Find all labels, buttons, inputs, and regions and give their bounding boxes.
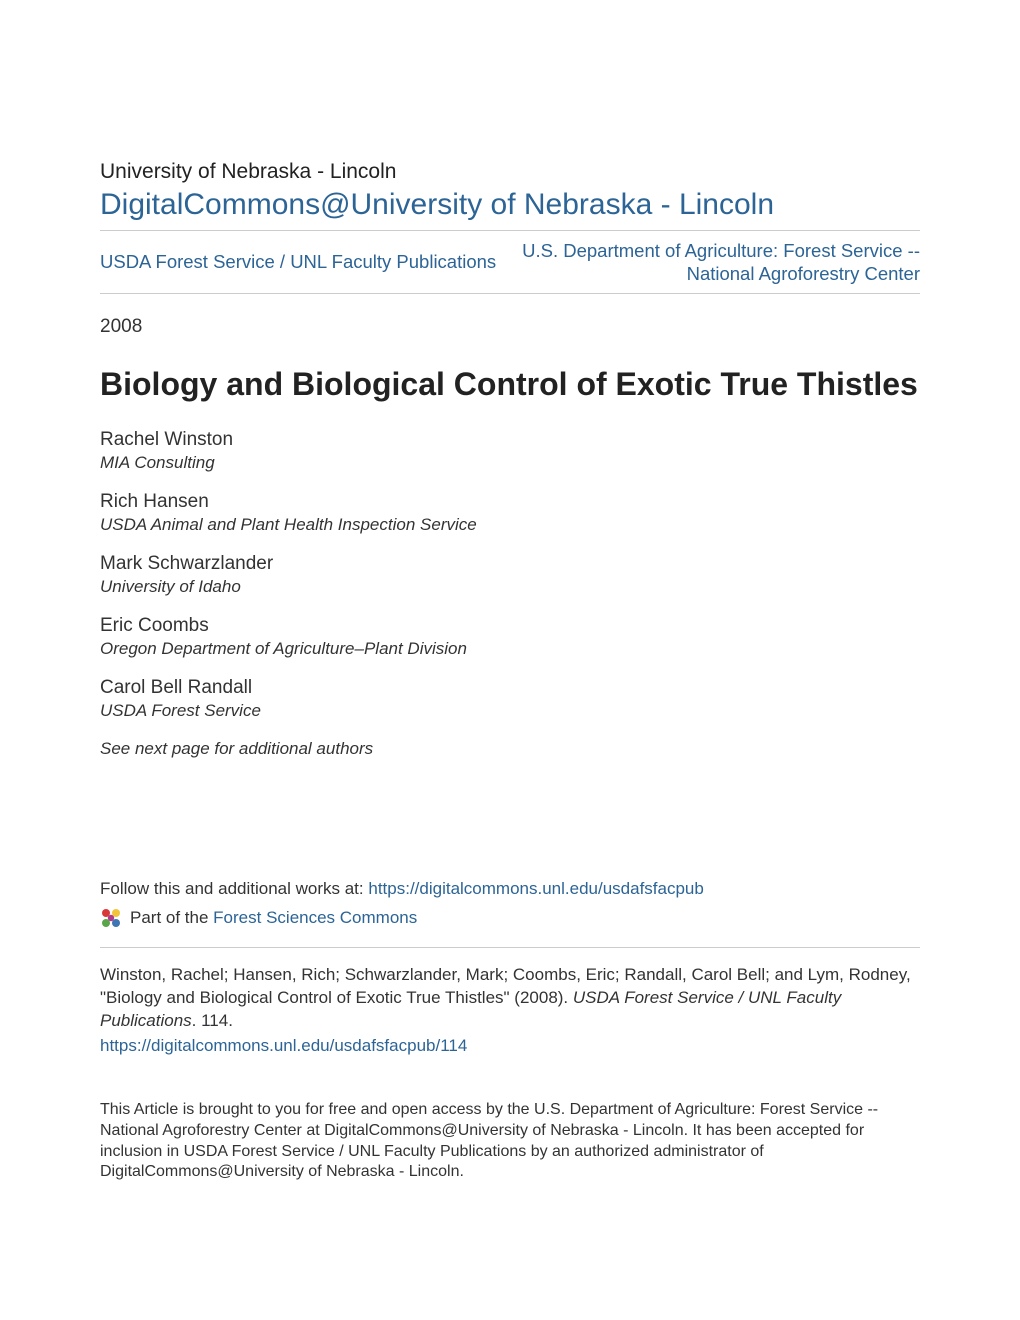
recommended-citation: Winston, Rachel; Hansen, Rich; Schwarzla… (100, 964, 920, 1058)
collection-right-link[interactable]: U.S. Department of Agriculture: Forest S… (522, 239, 920, 285)
collection-left-link[interactable]: USDA Forest Service / UNL Faculty Public… (100, 251, 496, 273)
author-affiliation: USDA Animal and Plant Health Inspection … (100, 515, 920, 535)
institution-name: University of Nebraska - Lincoln (100, 160, 920, 184)
citation-title: "Biology and Biological Control of Exoti… (100, 988, 573, 1007)
author-name: Rachel Winston (100, 429, 920, 451)
author-affiliation: MIA Consulting (100, 453, 920, 473)
author-entry: Mark Schwarzlander University of Idaho (100, 553, 920, 597)
author-name: Mark Schwarzlander (100, 553, 920, 575)
author-entry: Rachel Winston MIA Consulting (100, 429, 920, 473)
part-of-text: Part of the Forest Sciences Commons (130, 908, 417, 928)
partof-prefix: Part of the (130, 908, 213, 927)
publication-year: 2008 (100, 316, 920, 338)
author-name: Rich Hansen (100, 491, 920, 513)
author-name: Carol Bell Randall (100, 677, 920, 699)
author-entry: Carol Bell Randall USDA Forest Service (100, 677, 920, 721)
author-affiliation: USDA Forest Service (100, 701, 920, 721)
author-name: Eric Coombs (100, 615, 920, 637)
citation-number: . 114. (192, 1011, 233, 1030)
access-note: This Article is brought to you for free … (100, 1100, 920, 1183)
collections-row: USDA Forest Service / UNL Faculty Public… (100, 239, 920, 285)
follow-line: Follow this and additional works at: htt… (100, 879, 920, 899)
network-icon (100, 907, 122, 929)
follow-link[interactable]: https://digitalcommons.unl.edu/usdafsfac… (368, 879, 703, 898)
repository-link[interactable]: DigitalCommons@University of Nebraska - … (100, 188, 774, 221)
divider (100, 230, 920, 231)
part-of-row: Part of the Forest Sciences Commons (100, 907, 920, 929)
divider (100, 293, 920, 294)
more-authors-note: See next page for additional authors (100, 739, 920, 759)
collection-right-line1[interactable]: U.S. Department of Agriculture: Forest S… (522, 240, 920, 261)
author-entry: Rich Hansen USDA Animal and Plant Health… (100, 491, 920, 535)
author-affiliation: Oregon Department of Agriculture–Plant D… (100, 639, 920, 659)
citation-url-link[interactable]: https://digitalcommons.unl.edu/usdafsfac… (100, 1035, 467, 1058)
collection-right-line2[interactable]: National Agroforestry Center (687, 263, 920, 284)
citation-authors: Winston, Rachel; Hansen, Rich; Schwarzla… (100, 965, 911, 984)
divider (100, 947, 920, 948)
paper-title: Biology and Biological Control of Exotic… (100, 366, 920, 403)
author-affiliation: University of Idaho (100, 577, 920, 597)
discipline-link[interactable]: Forest Sciences Commons (213, 908, 417, 927)
author-entry: Eric Coombs Oregon Department of Agricul… (100, 615, 920, 659)
follow-prefix: Follow this and additional works at: (100, 879, 368, 898)
